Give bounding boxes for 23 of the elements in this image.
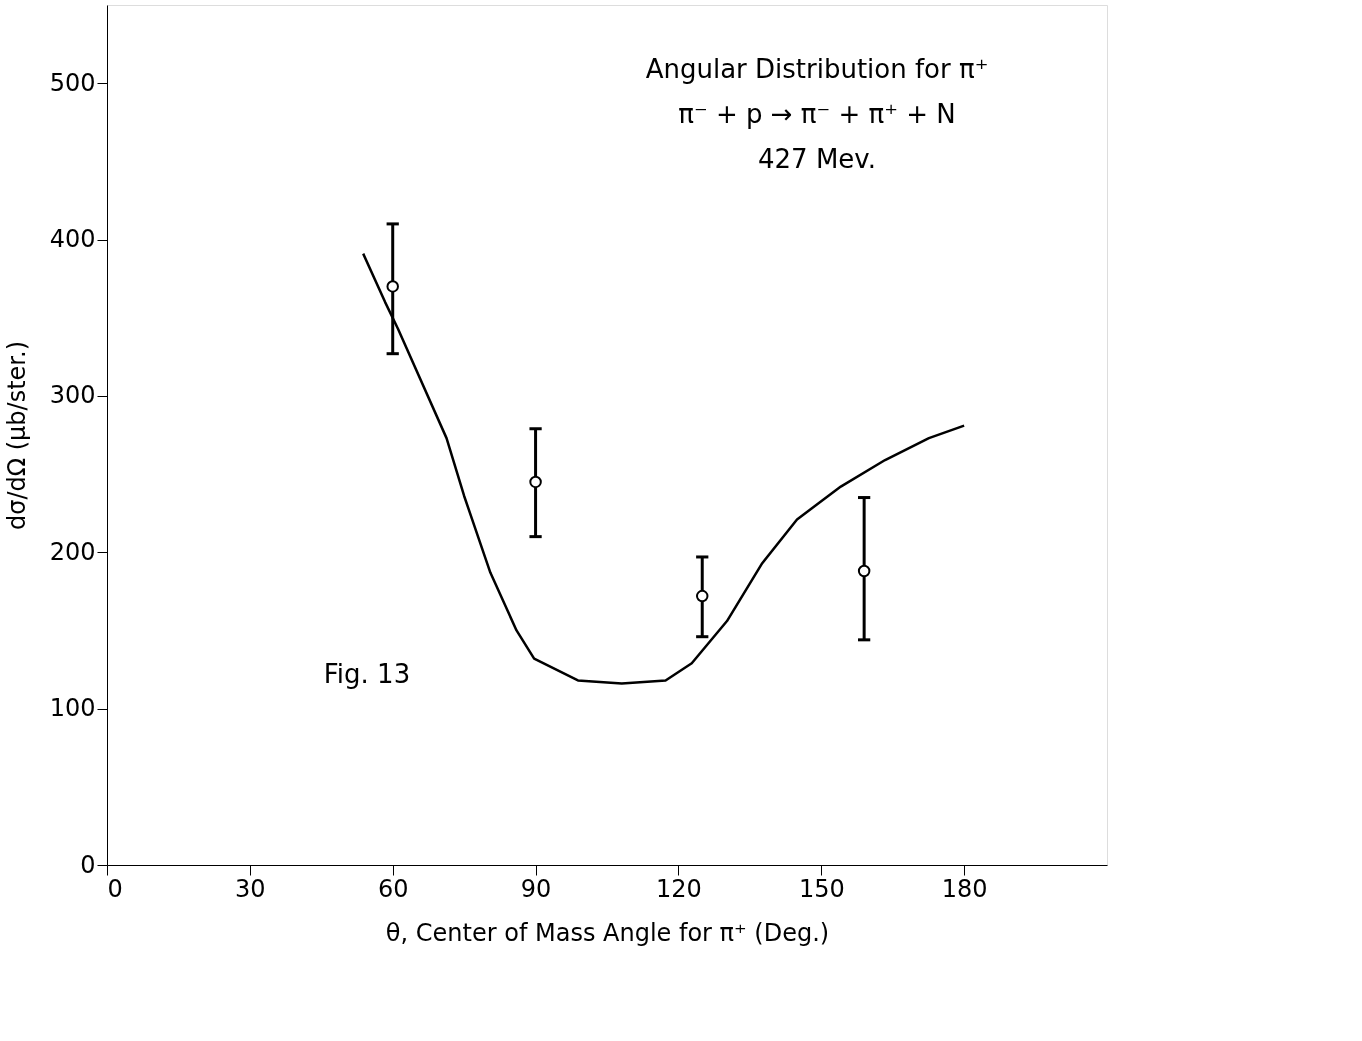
y-tick-label: 100 (49, 694, 96, 723)
x-tick-label: 150 (798, 874, 845, 903)
y-tick-label: 400 (49, 225, 96, 254)
point (695, 589, 709, 603)
point (529, 475, 542, 489)
y-tick-label: 0 (80, 850, 96, 879)
y-tick-label: 200 (49, 537, 96, 566)
y-tick-label: 300 (49, 381, 96, 410)
x-tick-label: 60 (377, 874, 409, 903)
x-tick-label: 120 (656, 874, 702, 903)
x-tick-label: 0 (107, 874, 123, 903)
x-axis-title: θ, Center of Mass Angle for π⁺ (Deg.) (385, 918, 830, 947)
x-tick-label: 180 (941, 874, 988, 903)
y-axis-title: dσ/dΩ (μb/ster.) (2, 340, 31, 531)
text: Angular Distribution for π⁺ (645, 54, 989, 84)
text: π⁻ + p → π⁻ + π⁺ + N (678, 99, 956, 129)
annotation: 427 Mev. (758, 144, 876, 174)
annotation: Fig. 13 (323, 659, 411, 689)
point (857, 564, 871, 578)
x-tick-label: 30 (235, 874, 266, 903)
point (386, 280, 399, 293)
y-tick-label: 500 (49, 68, 96, 97)
x-tick-label: 90 (520, 874, 552, 903)
